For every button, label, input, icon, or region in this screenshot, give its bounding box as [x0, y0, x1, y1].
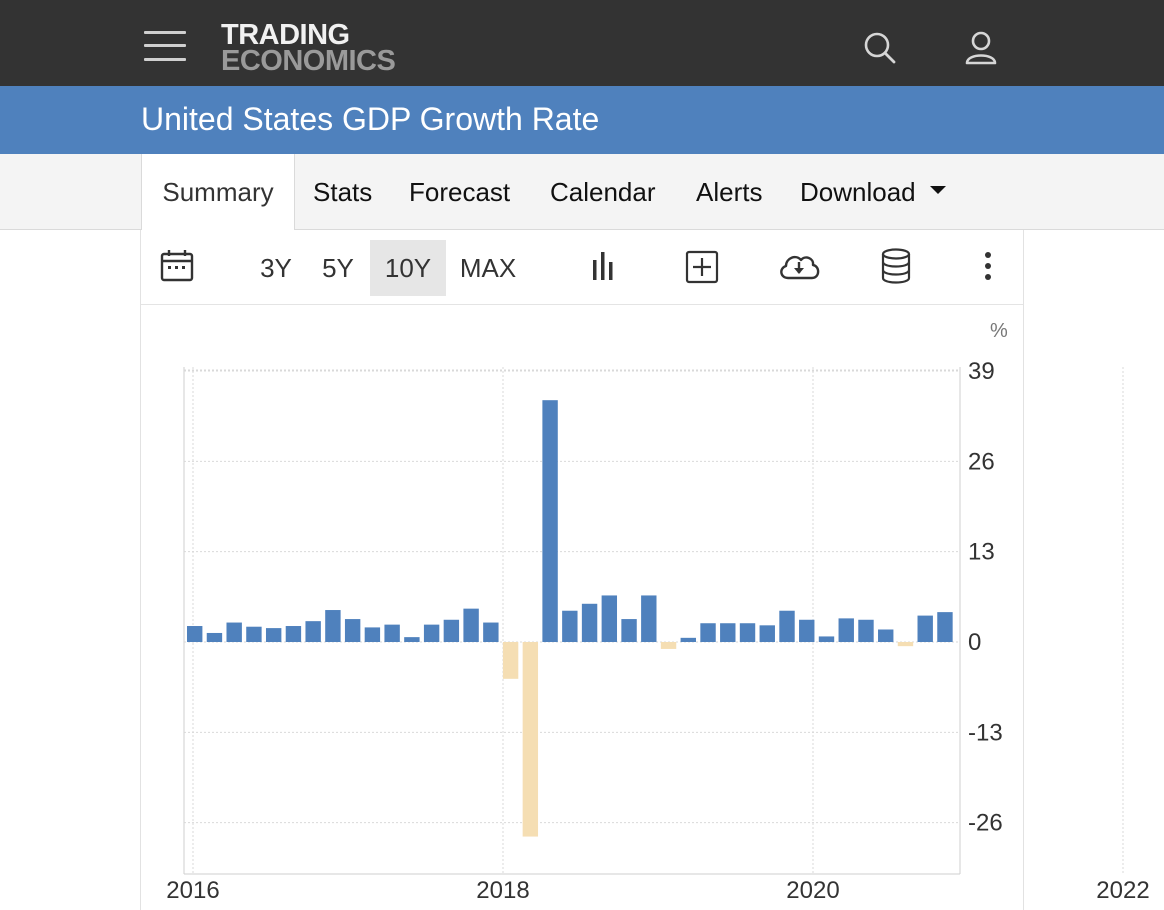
cloud-download-icon[interactable] — [777, 248, 821, 288]
bar-2024Q3 — [858, 619, 874, 642]
bar-2020Q4 — [562, 610, 578, 642]
logo[interactable]: TRADING ECONOMICS — [221, 19, 396, 77]
database-icon[interactable] — [878, 248, 918, 288]
bar-chart-icon[interactable] — [587, 248, 627, 288]
bar-2021Q2 — [601, 595, 618, 642]
bar-2025Q2 — [917, 615, 933, 642]
bar-2017Q2 — [285, 626, 302, 642]
bar-2018Q2 — [364, 627, 381, 642]
chevron-down-icon — [929, 186, 946, 195]
y-tick-label: 26 — [968, 448, 995, 475]
search-icon[interactable] — [862, 30, 898, 66]
bar-2022Q3 — [700, 623, 716, 642]
range-10y-button[interactable]: 10Y — [370, 240, 446, 296]
tab-bar: Summary Stats Forecast Calendar Alerts D… — [0, 154, 1164, 231]
range-max-button[interactable]: MAX — [459, 253, 517, 283]
top-navbar: TRADING ECONOMICS — [0, 0, 1164, 86]
logo-line2: ECONOMICS — [221, 45, 396, 77]
bar-2016Q1 — [187, 626, 203, 642]
bar-2023Q4 — [799, 619, 815, 642]
bar-2019Q4 — [483, 622, 499, 642]
tab-forecast[interactable]: Forecast — [409, 177, 511, 207]
bar-2017Q4 — [325, 610, 341, 642]
bar-2021Q3 — [621, 619, 637, 642]
bar-2020Q3 — [542, 400, 558, 642]
bar-2022Q1 — [660, 642, 677, 649]
bar-2024Q4 — [878, 629, 894, 642]
bar-2020Q2 — [522, 642, 539, 837]
chart-toolbar: 3Y 5Y 10Y MAX — [141, 230, 1023, 305]
tab-download[interactable]: Download — [800, 154, 946, 230]
tab-download-label: Download — [800, 177, 916, 207]
hamburger-menu-icon[interactable] — [144, 30, 187, 62]
y-tick-label: 0 — [968, 629, 981, 656]
bar-2019Q2 — [443, 619, 460, 642]
y-tick-label: -26 — [968, 810, 1003, 837]
x-tick-label: 2018 — [476, 877, 529, 901]
bar-2016Q2 — [206, 632, 223, 642]
bar-2020Q1 — [502, 642, 519, 679]
logo-line1: TRADING — [221, 19, 350, 51]
y-tick-label: -13 — [968, 719, 1003, 746]
bar-2017Q3 — [305, 621, 321, 642]
bar-2023Q2 — [759, 625, 775, 642]
bar-2022Q4 — [720, 623, 736, 642]
bar-2024Q2 — [838, 618, 854, 642]
bar-2025Q3 — [937, 612, 953, 642]
bar-2023Q3 — [779, 610, 795, 642]
bar-2018Q3 — [384, 624, 400, 642]
x-tick-label: 2020 — [786, 877, 839, 901]
x-tick-label: 2016 — [166, 877, 219, 901]
tab-alerts[interactable]: Alerts — [696, 177, 763, 207]
page-title: United States GDP Growth Rate — [141, 101, 600, 137]
range-3y-button[interactable]: 3Y — [260, 253, 292, 283]
range-5y-button[interactable]: 5Y — [322, 253, 354, 283]
more-vert-icon[interactable] — [973, 248, 1003, 288]
bar-2018Q4 — [404, 637, 420, 642]
tab-summary[interactable]: Summary — [141, 154, 295, 231]
bar-2023Q1 — [739, 623, 756, 642]
add-box-icon[interactable] — [684, 248, 724, 288]
chart-unit-label: % — [990, 320, 1008, 342]
x-tick-label: 2022 — [1096, 877, 1149, 901]
chart-panel: 3Y 5Y 10Y MAX — [140, 230, 1024, 910]
y-tick-label: 39 — [968, 358, 995, 385]
bar-2018Q1 — [344, 619, 361, 642]
bar-2025Q1 — [897, 642, 914, 647]
bar-2019Q1 — [423, 624, 440, 642]
bar-2017Q1 — [265, 628, 282, 642]
bar-2024Q1 — [818, 636, 835, 642]
title-bar: United States GDP Growth Rate — [0, 86, 1164, 154]
bar-2019Q3 — [463, 608, 479, 642]
tab-calendar[interactable]: Calendar — [550, 177, 656, 207]
bar-2022Q2 — [680, 637, 696, 642]
calendar-icon[interactable] — [159, 248, 199, 288]
bar-2021Q4 — [641, 595, 657, 642]
y-tick-label: 13 — [968, 539, 995, 566]
bar-2021Q1 — [581, 603, 598, 642]
bar-2016Q4 — [246, 626, 262, 642]
bar-2016Q3 — [226, 622, 242, 642]
tab-stats[interactable]: Stats — [313, 177, 373, 207]
user-icon[interactable] — [963, 30, 999, 66]
